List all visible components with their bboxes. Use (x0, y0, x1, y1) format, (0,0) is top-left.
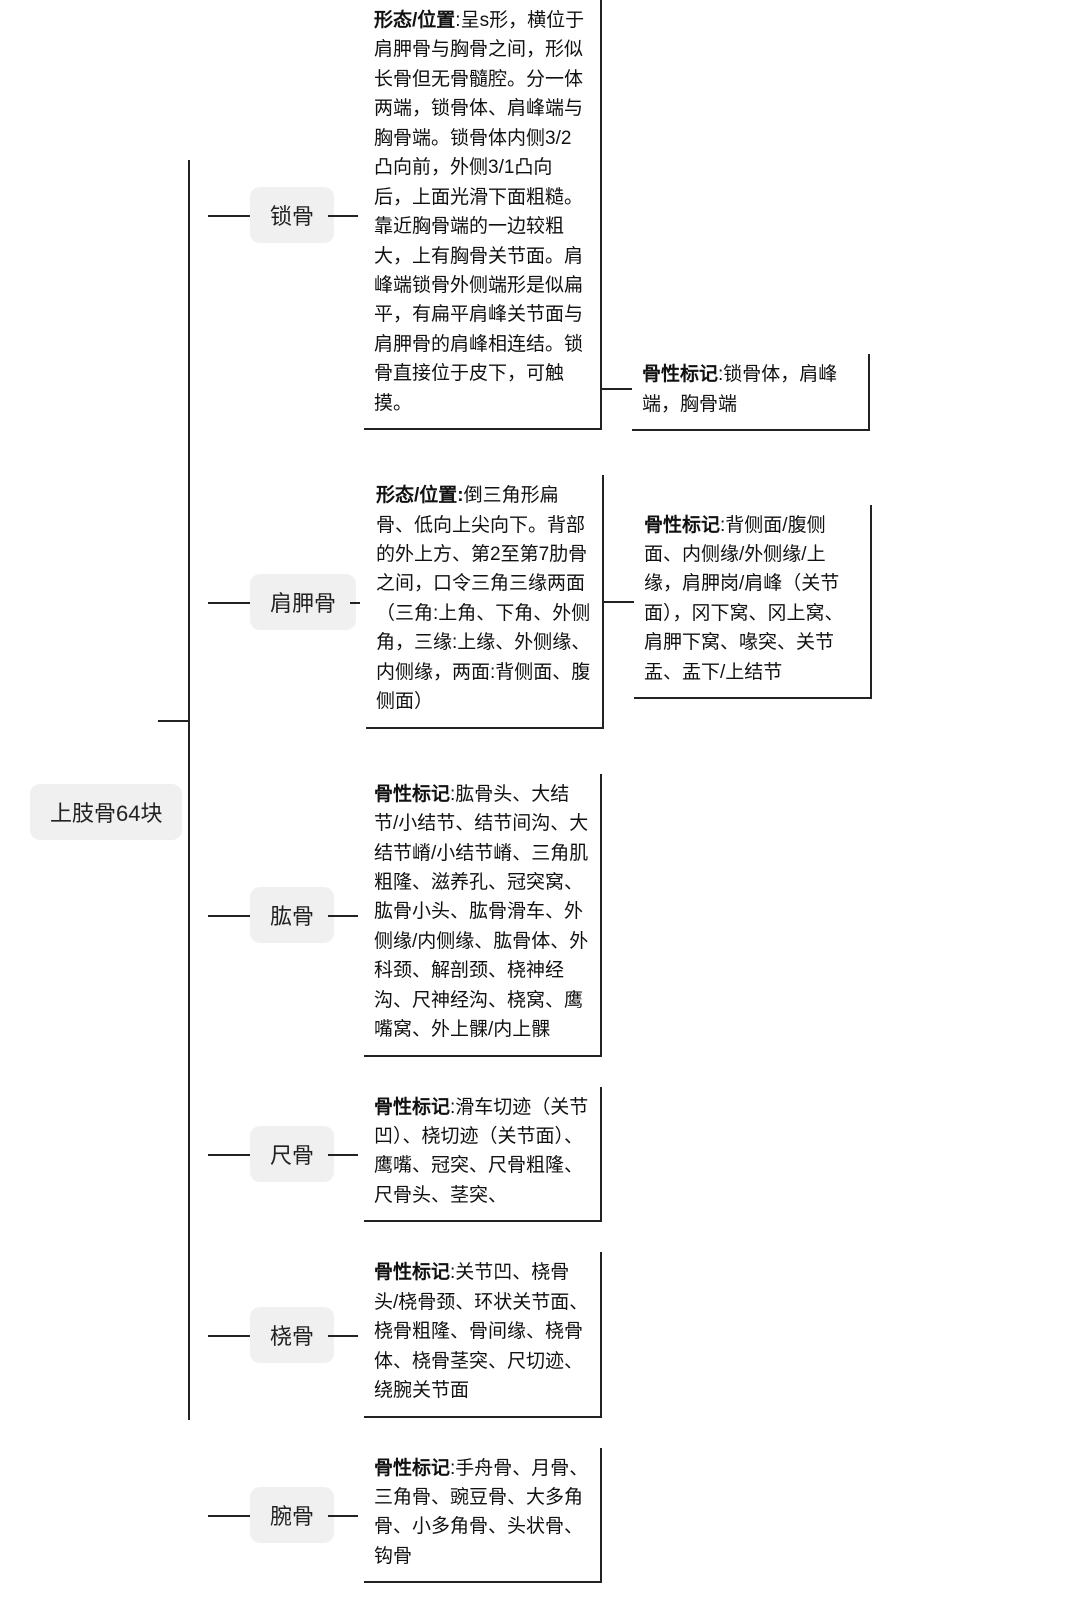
desc-box-carpal: 骨性标记:手舟骨、月骨、三角骨、豌豆骨、大多角骨、小多角骨、头状骨、钩骨 (364, 1448, 602, 1584)
sub-box-scapula: 骨性标记:背侧面/腹侧面、内侧缘/外侧缘/上缘，肩胛岗/肩峰（关节面），冈下窝、… (634, 505, 872, 700)
desc-bold: 骨性标记 (374, 784, 450, 805)
connector-line (602, 388, 632, 390)
connector-line (208, 915, 250, 917)
connector-line (208, 215, 250, 217)
branch-node-radius: 桡骨 (250, 1307, 334, 1363)
branch-radius: 桡骨 骨性标记:关节凹、桡骨头/桡骨颈、环状关节面、桡骨粗隆、骨间缘、桡骨体、桡… (250, 1252, 1060, 1417)
connector-line (604, 601, 634, 603)
branch-humerus: 肱骨 骨性标记:肱骨头、大结节/小结节、结节间沟、大结节嵴/小结节嵴、三角肌粗隆… (250, 774, 1060, 1057)
desc-bold: 形态/位置: (376, 485, 464, 506)
desc-text: :肱骨头、大结节/小结节、结节间沟、大结节嵴/小结节嵴、三角肌粗隆、滋养孔、冠突… (374, 784, 588, 1041)
branch-content: 形态/位置:倒三角形扁骨、低向上尖向下。背部的外上方、第2至第7肋骨之间，口令三… (366, 475, 1060, 729)
sub-box-clavicle: 骨性标记:锁骨体，肩峰端，胸骨端 (632, 354, 870, 431)
branch-content: 骨性标记:滑车切迹（关节凹）、桡切迹（关节面）、鹰嘴、冠突、尺骨粗隆、尺骨头、茎… (364, 1087, 1060, 1223)
branch-node-ulna: 尺骨 (250, 1126, 334, 1182)
desc-text: :呈s形，横位于肩胛骨与胸骨之间，形似长骨但无骨髓腔。分一体两端，锁骨体、肩峰端… (374, 10, 584, 414)
branch-scapula: 肩胛骨 形态/位置:倒三角形扁骨、低向上尖向下。背部的外上方、第2至第7肋骨之间… (250, 475, 1060, 729)
sub-bold: 骨性标记 (644, 515, 720, 536)
sub-text: :背侧面/腹侧面、内侧缘/外侧缘/上缘，肩胛岗/肩峰（关节面），冈下窝、冈上窝、… (644, 515, 844, 683)
desc-box-scapula: 形态/位置:倒三角形扁骨、低向上尖向下。背部的外上方、第2至第7肋骨之间，口令三… (366, 475, 604, 729)
branch-content: 骨性标记:肱骨头、大结节/小结节、结节间沟、大结节嵴/小结节嵴、三角肌粗隆、滋养… (364, 774, 1060, 1057)
branch-ulna: 尺骨 骨性标记:滑车切迹（关节凹）、桡切迹（关节面）、鹰嘴、冠突、尺骨粗隆、尺骨… (250, 1087, 1060, 1223)
root-column: 上肢骨64块 (30, 0, 182, 1623)
root-vertical-line (188, 160, 190, 1420)
branch-carpal: 腕骨 骨性标记:手舟骨、月骨、三角骨、豌豆骨、大多角骨、小多角骨、头状骨、钩骨 (250, 1448, 1060, 1584)
branch-content: 骨性标记:关节凹、桡骨头/桡骨颈、环状关节面、桡骨粗隆、骨间缘、桡骨体、桡骨茎突… (364, 1252, 1060, 1417)
connector-line (350, 602, 360, 604)
mindmap-root: 上肢骨64块 锁骨 形态/位置:呈s形，横位于肩胛骨与胸骨之间，形似长骨但无骨髓… (0, 0, 1080, 1623)
connector-line (328, 1335, 358, 1337)
connector-line (328, 915, 358, 917)
desc-bold: 骨性标记 (374, 1458, 450, 1479)
branch-node-scapula: 肩胛骨 (250, 574, 356, 630)
connector-line (328, 215, 358, 217)
branch-clavicle: 锁骨 形态/位置:呈s形，横位于肩胛骨与胸骨之间，形似长骨但无骨髓腔。分一体两端… (250, 0, 1060, 430)
desc-bold: 形态/位置 (374, 10, 455, 31)
root-horizontal-line (158, 720, 188, 722)
desc-bold: 骨性标记 (374, 1262, 450, 1283)
branch-node-humerus: 肱骨 (250, 887, 334, 943)
branch-content: 形态/位置:呈s形，横位于肩胛骨与胸骨之间，形似长骨但无骨髓腔。分一体两端，锁骨… (364, 0, 1060, 430)
connector-line (208, 1335, 250, 1337)
level1-column: 锁骨 形态/位置:呈s形，横位于肩胛骨与胸骨之间，形似长骨但无骨髓腔。分一体两端… (250, 0, 1060, 1583)
connector-line (208, 1154, 250, 1156)
desc-box-clavicle: 形态/位置:呈s形，横位于肩胛骨与胸骨之间，形似长骨但无骨髓腔。分一体两端，锁骨… (364, 0, 602, 430)
desc-bold: 骨性标记 (374, 1097, 450, 1118)
connector-line (328, 1515, 358, 1517)
connector-line (208, 602, 250, 604)
connector-line (328, 1154, 358, 1156)
desc-box-ulna: 骨性标记:滑车切迹（关节凹）、桡切迹（关节面）、鹰嘴、冠突、尺骨粗隆、尺骨头、茎… (364, 1087, 602, 1223)
desc-text: 倒三角形扁骨、低向上尖向下。背部的外上方、第2至第7肋骨之间，口令三角三缘两面（… (376, 485, 590, 712)
sub-bold: 骨性标记 (642, 364, 718, 385)
root-node: 上肢骨64块 (30, 784, 182, 840)
connector-line (208, 1515, 250, 1517)
branch-node-clavicle: 锁骨 (250, 187, 334, 243)
desc-box-radius: 骨性标记:关节凹、桡骨头/桡骨颈、环状关节面、桡骨粗隆、骨间缘、桡骨体、桡骨茎突… (364, 1252, 602, 1417)
branch-content: 骨性标记:手舟骨、月骨、三角骨、豌豆骨、大多角骨、小多角骨、头状骨、钩骨 (364, 1448, 1060, 1584)
desc-box-humerus: 骨性标记:肱骨头、大结节/小结节、结节间沟、大结节嵴/小结节嵴、三角肌粗隆、滋养… (364, 774, 602, 1057)
branch-node-carpal: 腕骨 (250, 1487, 334, 1543)
